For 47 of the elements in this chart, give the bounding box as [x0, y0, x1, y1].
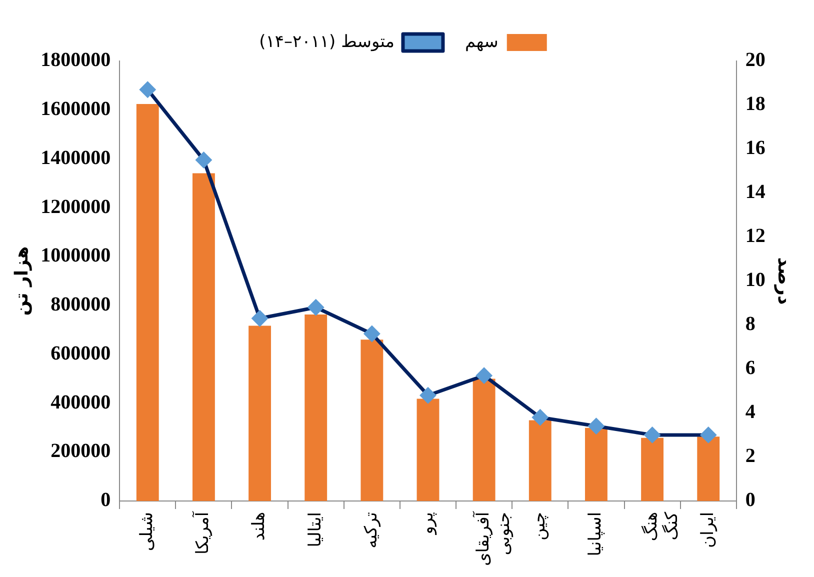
y-tick-label: 800000: [50, 294, 111, 316]
y-tick-label: 400000: [50, 391, 111, 414]
y2-tick-label: 2: [745, 445, 756, 468]
y-tick-label: 1600000: [40, 98, 111, 120]
bar: [192, 173, 215, 501]
bar: [136, 104, 159, 501]
y2-tick-label: 10: [745, 269, 766, 292]
y2-tick-label: 8: [745, 313, 756, 336]
y2-axis-title: درصد: [774, 257, 795, 305]
x-tick-label: شیلی: [137, 512, 158, 552]
x-tick-label: ایران: [698, 512, 718, 548]
y2-tick-label: 18: [745, 93, 766, 116]
legend-label: سهم: [464, 32, 498, 52]
y-tick-label: 1400000: [40, 146, 111, 169]
x-tick-label: چین: [530, 512, 550, 541]
bar: [304, 314, 328, 501]
x-tick-label: اسپانیا: [586, 512, 606, 556]
y2-tick-label: 4: [745, 401, 756, 424]
y2-tick-label: 16: [745, 137, 766, 160]
x-tick-label: آفریقای جنوبی: [472, 510, 514, 566]
legend-label: متوسط (۲۰۱۱–۱۴): [259, 32, 394, 52]
y-tick-label: 1200000: [40, 196, 111, 218]
y-axis-title: هزار تن: [11, 246, 32, 316]
bar: [472, 378, 496, 501]
y-tick-label: 600000: [50, 342, 111, 364]
bar: [416, 398, 440, 501]
y2-tick-label: 20: [745, 49, 766, 72]
y-tick-label: 1000000: [40, 244, 111, 267]
y2-tick-label: 12: [745, 225, 766, 248]
bar: [697, 436, 720, 501]
x-tick-label: هلند: [249, 512, 270, 541]
y-tick-label: 0: [100, 489, 111, 512]
x-tick-label: ایتالیا: [305, 512, 326, 548]
x-tick-label: هنگ کنگ: [640, 511, 682, 542]
y-tick-label: 200000: [50, 440, 111, 462]
x-tick-label: ترکیه: [361, 512, 382, 548]
bar: [248, 326, 271, 501]
bar: [641, 438, 664, 501]
y-tick-label: 1800000: [40, 49, 111, 72]
x-tick-label: آمریکا: [192, 510, 214, 554]
bar: [360, 340, 384, 501]
y2-tick-label: 6: [745, 357, 756, 380]
y2-tick-label: 14: [745, 181, 766, 204]
y2-tick-label: 0: [745, 489, 756, 512]
bar: [528, 420, 552, 501]
bar: [585, 428, 608, 501]
x-tick-label: پرو: [417, 512, 438, 536]
